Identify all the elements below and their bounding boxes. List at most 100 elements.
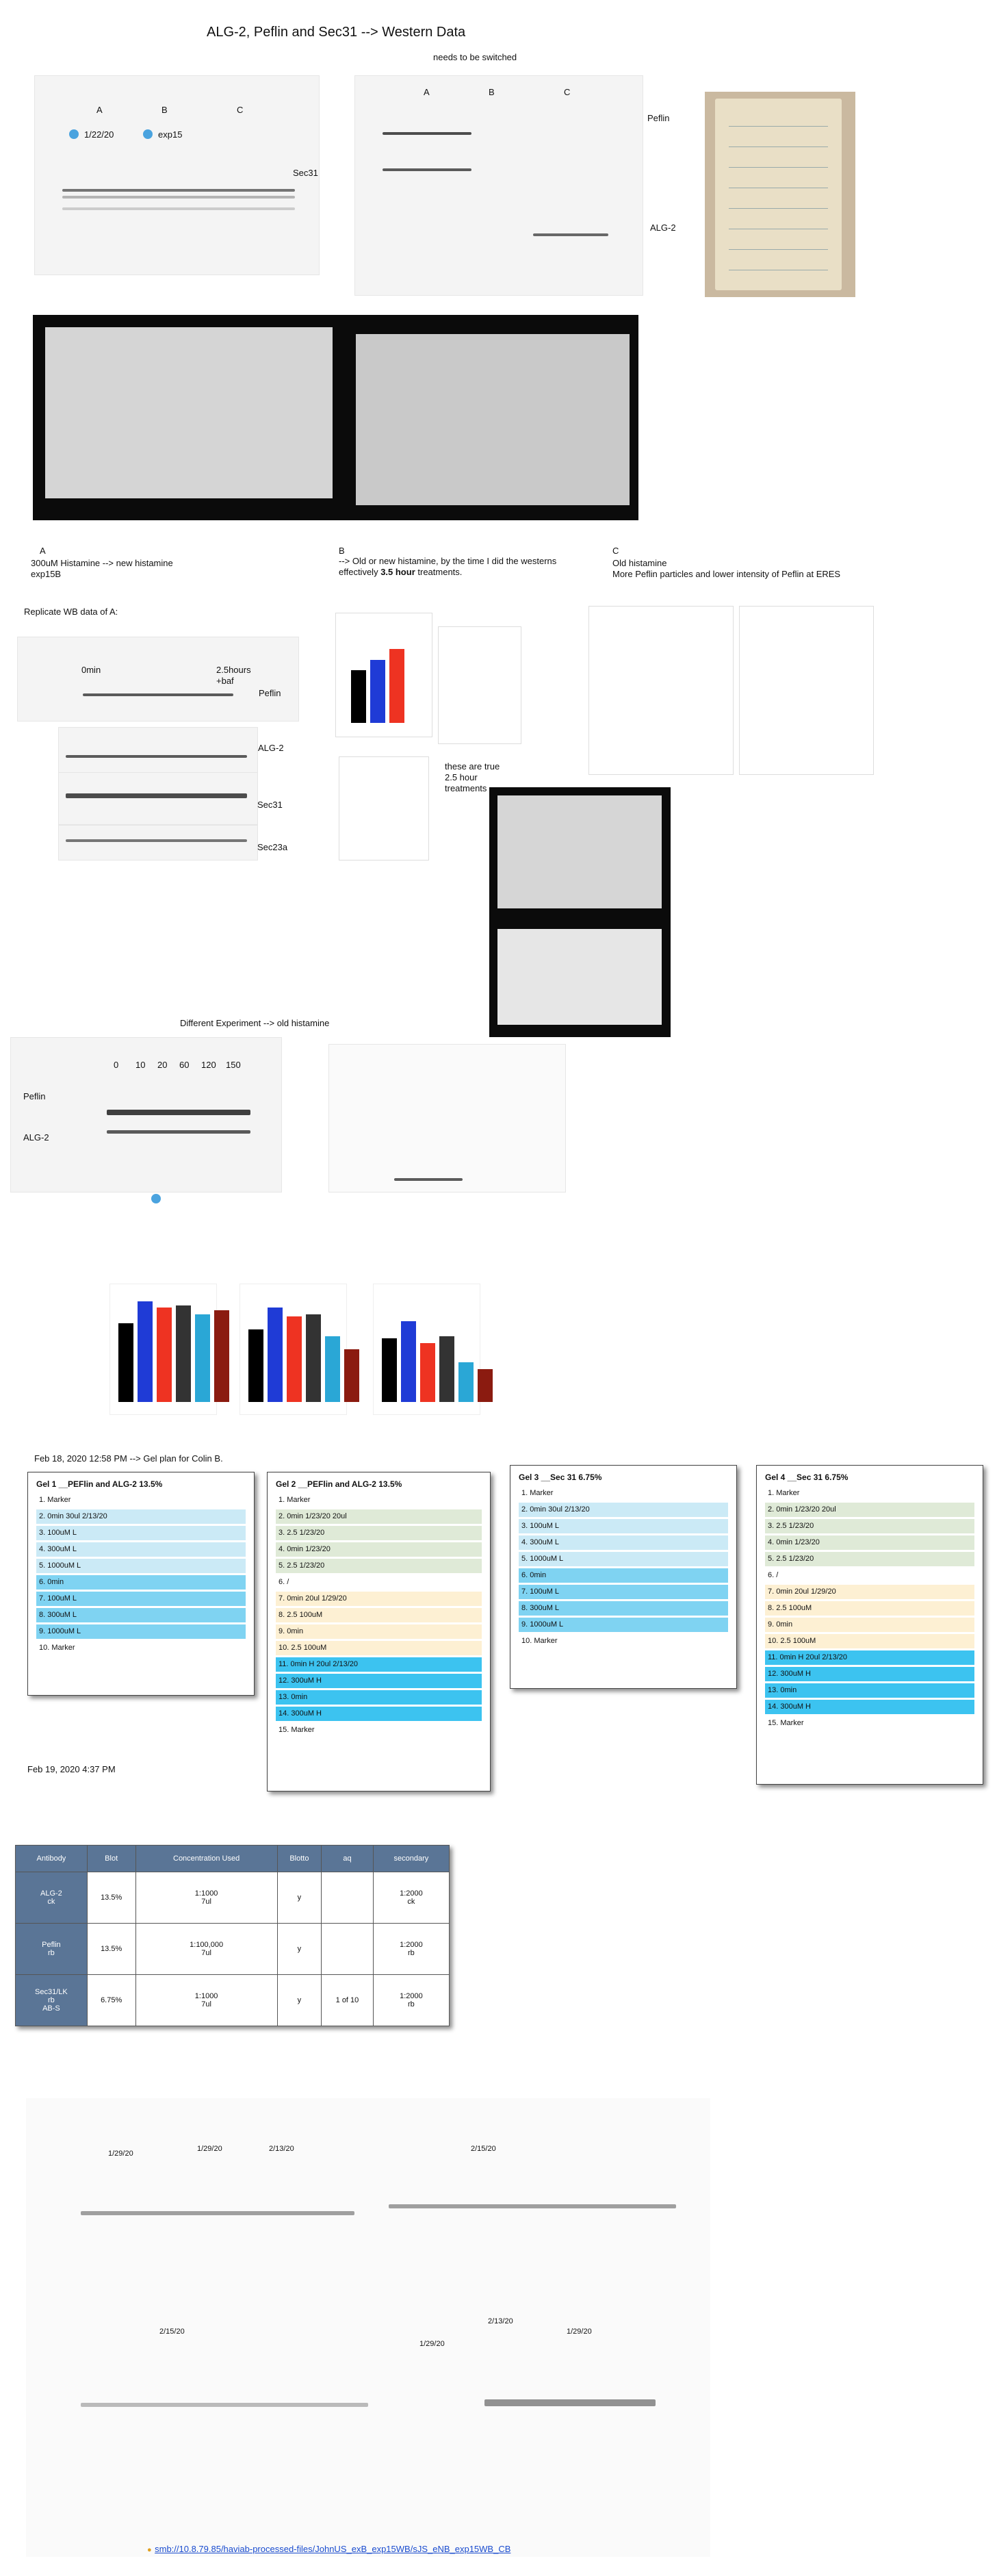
- gel-lane-row: 13. 0min: [276, 1690, 482, 1705]
- bar: [370, 659, 385, 723]
- bar: [306, 1314, 321, 1402]
- label-alg2: ALG-2: [650, 222, 676, 233]
- gel-lane-row: 6. /: [279, 1578, 289, 1586]
- tag-date: 1/22/20: [84, 129, 114, 140]
- lane-baf: +baf: [216, 676, 234, 686]
- gel-lane-row: 5. 2.5 1/23/20: [765, 1552, 974, 1566]
- bar: [138, 1301, 153, 1402]
- table-cell: 1:1000 7ul: [135, 1872, 278, 1924]
- different-experiment-title: Different Experiment --> old histamine: [180, 1018, 330, 1028]
- gel-lane-row: 8. 300uM L: [36, 1608, 246, 1622]
- gel-lane-row: 5. 2.5 1/23/20: [276, 1559, 482, 1573]
- gel-lane-row: 5. 1000uM L: [36, 1559, 246, 1573]
- gel-3-title: Gel 3 __Sec 31 6.75%: [519, 1472, 602, 1482]
- bar: [287, 1316, 302, 1402]
- date-label: 1/29/20: [419, 2340, 445, 2348]
- blot-a-alg2: [58, 727, 258, 773]
- gel-lane-row: 5. 1000uM L: [519, 1552, 728, 1566]
- time-150: 150: [226, 1060, 241, 1070]
- gel-lane-row: 6. /: [768, 1571, 779, 1579]
- gel-lane-row: 1. Marker: [39, 1496, 71, 1504]
- gel-lane-row: 11. 0min H 20ul 2/13/20: [276, 1657, 482, 1672]
- table-cell: [321, 1923, 374, 1975]
- gel-lane-row: 7. 100uM L: [36, 1592, 246, 1606]
- table-cell: y: [276, 1872, 322, 1924]
- bar: [382, 1338, 397, 1402]
- blot-top-right: A B C: [354, 75, 643, 296]
- gel-lane-row: 10. 2.5 100uM: [765, 1634, 974, 1648]
- lane-0min: 0min: [81, 665, 101, 675]
- group-a-label: A: [96, 105, 103, 115]
- gel-lane-row: 15. Marker: [279, 1726, 315, 1734]
- gel-lane-row: 3. 100uM L: [519, 1519, 728, 1533]
- switch-note: needs to be switched: [433, 52, 517, 62]
- gel-lane-row: 12. 300uM H: [276, 1674, 482, 1688]
- bar-chart-3: [373, 1284, 493, 1415]
- label-peflin: Peflin: [647, 113, 670, 123]
- gel-lane-row: 12. 300uM H: [765, 1667, 974, 1681]
- section-b-letter: B: [339, 546, 345, 556]
- bar: [458, 1362, 474, 1402]
- table-cell: [321, 1872, 374, 1924]
- table-cell: 6.75%: [86, 1974, 136, 2026]
- gel-lane-row: 4. 0min 1/23/20: [276, 1542, 482, 1557]
- gel-4-title: Gel 4 __Sec 31 6.75%: [765, 1472, 849, 1482]
- table-date: Feb 19, 2020 4:37 PM: [27, 1764, 116, 1774]
- bar: [195, 1314, 210, 1402]
- table-row: Sec31/LK rb AB-S 6.75% 1:1000 7ul y 1 of 10 1…: [15, 1974, 450, 2026]
- gel-4-card: Gel 4 __Sec 31 6.75% 1. Marker 2. 0min 1/…: [756, 1465, 983, 1785]
- bar: [248, 1329, 263, 1402]
- table-cell: 1:2000 rb: [372, 1923, 450, 1975]
- section-b-line1: --> Old or new histamine, by the time I …: [339, 556, 557, 566]
- gel-lane-row: 6. 0min: [36, 1575, 246, 1590]
- blot-top-left: A B C 1/22/20 exp15: [34, 75, 320, 275]
- file-share-link[interactable]: smb://10.8.79.85/haviab-processed-files/…: [155, 2544, 511, 2554]
- table-row: Peflin rb 13.5% 1:100,000 7ul y 1:2000 rb: [15, 1923, 450, 1975]
- c-particles-chart: [588, 606, 734, 775]
- label-peflin-tc: Peflin: [23, 1091, 46, 1101]
- section-c-letter: C: [612, 546, 619, 556]
- blot-b-bottom: [489, 921, 671, 1037]
- label-sec31: Sec31: [293, 168, 318, 178]
- table-header-cell: aq: [321, 1845, 374, 1872]
- info-badge-icon: [143, 129, 153, 139]
- section-c-line2: More Peflin particles and lower intensit…: [612, 569, 841, 579]
- page-title: ALG-2, Peflin and Sec31 --> Western Data: [207, 25, 466, 40]
- gel-lane-row: 7. 0min 20ul 1/29/20: [276, 1592, 482, 1606]
- date-label: 2/13/20: [269, 2145, 294, 2153]
- label-alg2-a: ALG-2: [258, 743, 284, 753]
- section-a-line1: 300uM Histamine --> new histamine: [31, 558, 173, 568]
- gel-lane-row: 1. Marker: [521, 1489, 554, 1497]
- gel-lane-row: 3. 2.5 1/23/20: [765, 1519, 974, 1533]
- table-header-cell: secondary: [372, 1845, 450, 1872]
- gel-lane-row: 15. Marker: [768, 1719, 804, 1727]
- table-header-cell: Blotto: [276, 1845, 322, 1872]
- gel-lane-row: 10. Marker: [521, 1637, 558, 1645]
- bar: [325, 1336, 340, 1402]
- table-cell: 1:1000 7ul: [135, 1974, 278, 2026]
- table-cell: 1:2000 rb: [372, 1974, 450, 2026]
- gel-lane-row: 2. 0min 1/23/20 20ul: [276, 1509, 482, 1524]
- replicate-label: Replicate WB data of A:: [24, 607, 118, 617]
- gel-lane-row: 10. 2.5 100uM: [276, 1641, 482, 1655]
- table-cell: y: [276, 1974, 322, 2026]
- table-cell: y: [276, 1923, 322, 1975]
- gel-lane-row: 14. 300uM H: [765, 1700, 974, 1714]
- gel-lane-row: 4. 300uM L: [36, 1542, 246, 1557]
- bar: [439, 1336, 454, 1402]
- gel-2-title: Gel 2 __PEFlin and ALG-2 13.5%: [276, 1479, 402, 1489]
- gel-lane-row: 11. 0min H 20ul 2/13/20: [765, 1650, 974, 1665]
- group-b-label: B: [489, 87, 495, 97]
- table-cell: 1 of 10: [321, 1974, 374, 2026]
- date-label: 1/29/20: [197, 2145, 222, 2153]
- bar: [344, 1349, 359, 1402]
- table-header-cell: Concentration Used: [135, 1845, 278, 1872]
- gel-lane-row: 3. 2.5 1/23/20: [276, 1526, 482, 1540]
- gel-lane-row: 3. 100uM L: [36, 1526, 246, 1540]
- gel-lane-row: 8. 2.5 100uM: [276, 1608, 482, 1622]
- gel-1-title: Gel 1 __PEFlin and ALG-2 13.5%: [36, 1479, 163, 1489]
- group-c-label: C: [237, 105, 244, 115]
- table-header-cell: Blot: [86, 1845, 136, 1872]
- bar: [268, 1308, 283, 1402]
- time-120: 120: [201, 1060, 216, 1070]
